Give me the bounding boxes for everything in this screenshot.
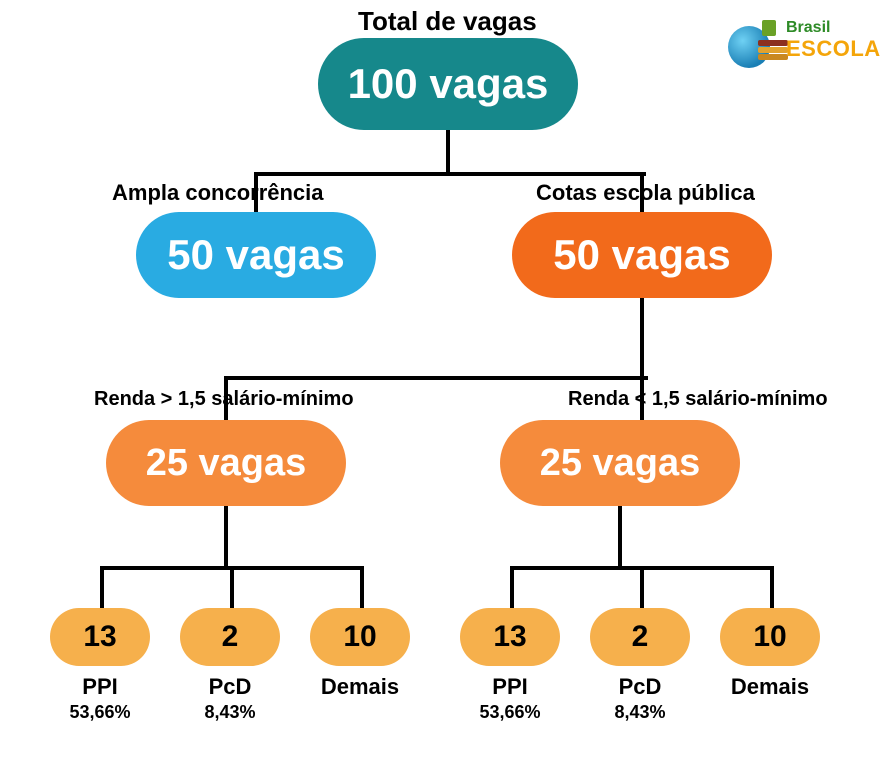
cotas-value: 50 vagas [553, 231, 730, 279]
right-leaf-1-value: 2 [632, 620, 649, 654]
connector [770, 566, 774, 608]
connector [640, 298, 644, 376]
cotas-node: 50 vagas [512, 212, 772, 298]
ampla-node: 50 vagas [136, 212, 376, 298]
right-leaf-0: 13 [460, 608, 560, 666]
brasil-escola-logo: Brasil ESCOLA [728, 18, 868, 74]
ampla-label: Ampla concorrência [112, 180, 324, 206]
left-leaf-2: 10 [310, 608, 410, 666]
right-leaf-2: 10 [720, 608, 820, 666]
left-leaf-2-value: 10 [343, 620, 376, 654]
left-leaf-0-value: 13 [83, 620, 116, 654]
right-leaf-1: 2 [590, 608, 690, 666]
left-leaf-1-pct: 8,43% [180, 702, 280, 723]
left-leaf-0: 13 [50, 608, 150, 666]
left-leaf-1-label: PcD [180, 674, 280, 700]
right-leaf-2-value: 10 [753, 620, 786, 654]
right-leaf-0-label: PPI [460, 674, 560, 700]
renda-alta-value: 25 vagas [146, 442, 307, 485]
right-leaf-0-pct: 53,66% [460, 702, 560, 723]
connector [254, 172, 646, 176]
root-label: Total de vagas [358, 6, 537, 37]
right-leaf-0-value: 13 [493, 620, 526, 654]
root-value: 100 vagas [348, 60, 549, 108]
root-node: 100 vagas [318, 38, 578, 130]
renda-baixa-node: 25 vagas [500, 420, 740, 506]
ampla-value: 50 vagas [167, 231, 344, 279]
connector [640, 566, 644, 608]
right-leaf-1-label: PcD [590, 674, 690, 700]
renda-alta-node: 25 vagas [106, 420, 346, 506]
connector [360, 566, 364, 608]
left-leaf-1: 2 [180, 608, 280, 666]
connector [100, 566, 104, 608]
left-leaf-1-value: 2 [222, 620, 239, 654]
logo-text-brasil: Brasil [786, 20, 881, 36]
connector [510, 566, 514, 608]
connector [224, 506, 228, 566]
left-leaf-2-label: Demais [310, 674, 410, 700]
connector [230, 566, 234, 608]
left-leaf-0-label: PPI [50, 674, 150, 700]
right-leaf-1-pct: 8,43% [590, 702, 690, 723]
right-leaf-2-label: Demais [720, 674, 820, 700]
connector [446, 130, 450, 172]
left-leaf-0-pct: 53,66% [50, 702, 150, 723]
renda-alta-label: Renda > 1,5 salário-mínimo [94, 388, 354, 411]
connector [618, 506, 622, 566]
renda-baixa-value: 25 vagas [540, 442, 701, 485]
renda-baixa-label: Renda < 1,5 salário-mínimo [568, 388, 828, 411]
books-icon [758, 20, 780, 60]
connector [224, 376, 648, 380]
cotas-label: Cotas escola pública [536, 180, 755, 206]
logo-text-escola: ESCOLA [786, 38, 881, 60]
